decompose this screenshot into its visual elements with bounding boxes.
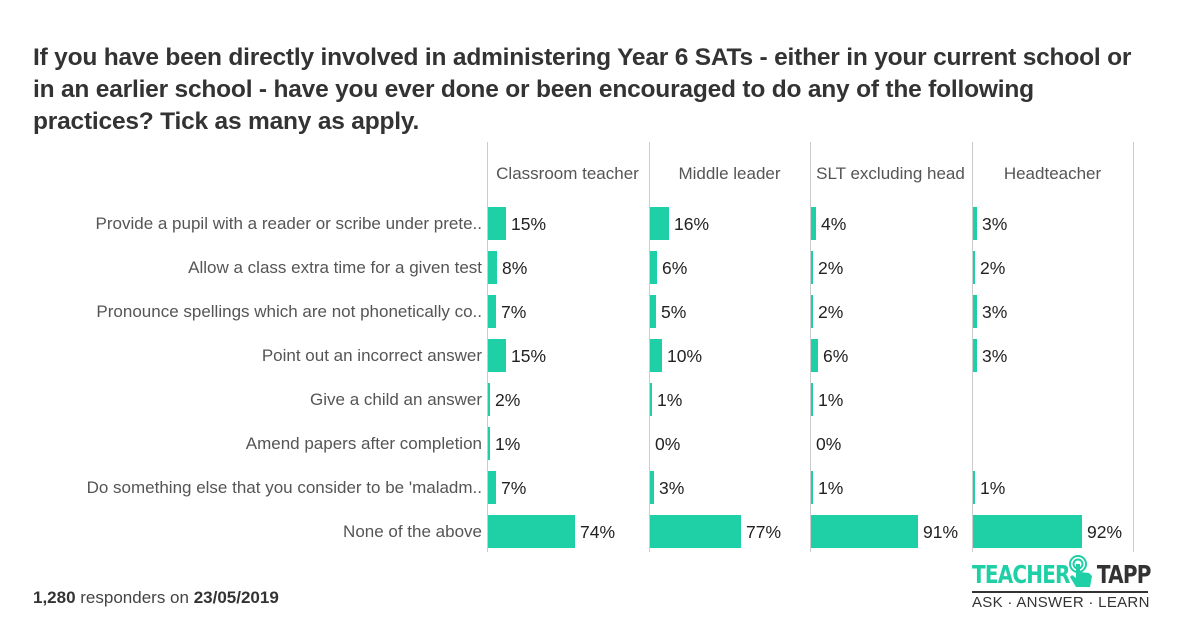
data-label: 3% — [659, 477, 685, 498]
logo-tagline: ASK · ANSWER · LEARN — [972, 594, 1150, 611]
bar — [650, 251, 657, 284]
bar — [811, 339, 818, 372]
bar — [811, 471, 813, 504]
category-label: Point out an incorrect answer — [261, 346, 482, 365]
data-label: 92% — [1087, 521, 1123, 542]
column-divider — [487, 142, 488, 552]
data-label: 15% — [511, 213, 547, 234]
bar — [650, 383, 652, 416]
data-label: 15% — [511, 345, 547, 366]
bar — [650, 471, 654, 504]
data-label: 1% — [980, 477, 1006, 498]
tapping-hand-icon — [1069, 555, 1092, 587]
survey-date: 23/05/2019 — [193, 588, 279, 607]
category-label: Provide a pupil with a reader or scribe … — [95, 214, 482, 233]
teacher-tapp-logo: TEACHER TAPP ASK · ANSWER · LEARN — [972, 555, 1152, 616]
data-label: 91% — [923, 521, 959, 542]
data-label: 6% — [662, 257, 688, 278]
category-label: Allow a class extra time for a given tes… — [188, 258, 482, 277]
chart-title: If you have been directly involved in ad… — [33, 44, 1132, 135]
data-label: 1% — [818, 389, 844, 410]
bar — [488, 383, 490, 416]
bar — [973, 295, 977, 328]
column-header: Middle leader — [678, 164, 781, 183]
column-header: Headteacher — [1003, 164, 1102, 183]
data-label: 2% — [818, 301, 844, 322]
bar — [650, 207, 669, 240]
bar — [650, 339, 662, 372]
data-label: 6% — [823, 345, 849, 366]
bar — [488, 471, 496, 504]
responders-text: responders on — [75, 588, 194, 607]
category-label: Pronounce spellings which are not phonet… — [96, 302, 482, 321]
bar — [973, 251, 975, 284]
bar — [811, 251, 813, 284]
data-label: 10% — [667, 345, 703, 366]
data-label: 4% — [821, 213, 847, 234]
column-header: SLT excluding head — [816, 164, 965, 183]
bar — [650, 515, 741, 548]
column-divider — [810, 142, 811, 552]
data-label: 74% — [580, 521, 616, 542]
bar — [488, 295, 496, 328]
bar — [488, 427, 490, 460]
bar — [488, 251, 497, 284]
data-label: 3% — [982, 301, 1008, 322]
data-label: 1% — [657, 389, 683, 410]
logo-wordmark: TEACHER TAPP — [972, 560, 1151, 589]
column-divider — [1133, 142, 1134, 552]
data-label: 7% — [501, 301, 527, 322]
data-label: 2% — [980, 257, 1006, 278]
bar — [650, 295, 656, 328]
column-header: Classroom teacher — [496, 164, 639, 183]
logo-rule — [972, 591, 1148, 593]
data-label: 2% — [495, 389, 521, 410]
data-label: 3% — [982, 213, 1008, 234]
data-label: 5% — [661, 301, 687, 322]
bar — [811, 207, 816, 240]
bar — [973, 471, 975, 504]
responder-count: 1,280 — [33, 588, 76, 607]
data-label: 3% — [982, 345, 1008, 366]
data-label: 1% — [495, 433, 521, 454]
data-label: 0% — [655, 433, 681, 454]
data-label: 0% — [816, 433, 842, 454]
bar — [811, 383, 813, 416]
category-label: None of the above — [343, 522, 482, 541]
data-label: 8% — [502, 257, 528, 278]
column-divider — [972, 142, 973, 552]
column-divider — [649, 142, 650, 552]
bar — [811, 515, 918, 548]
data-label: 2% — [818, 257, 844, 278]
bar — [973, 515, 1082, 548]
bar — [973, 207, 977, 240]
logo-word-tapp: TAPP — [1096, 560, 1151, 589]
bar — [488, 339, 506, 372]
logo-word-teacher: TEACHER — [972, 560, 1070, 589]
bar — [488, 515, 575, 548]
data-label: 1% — [818, 477, 844, 498]
data-label: 77% — [746, 521, 782, 542]
category-label: Do something else that you consider to b… — [86, 478, 482, 497]
responders-footer: 1,280 responders on 23/05/2019 — [33, 588, 279, 608]
category-label: Give a child an answer — [310, 390, 482, 409]
bar — [973, 339, 977, 372]
bar — [488, 207, 506, 240]
bar — [811, 295, 813, 328]
data-label: 16% — [674, 213, 710, 234]
category-label: Amend papers after completion — [245, 434, 482, 453]
data-label: 7% — [501, 477, 527, 498]
